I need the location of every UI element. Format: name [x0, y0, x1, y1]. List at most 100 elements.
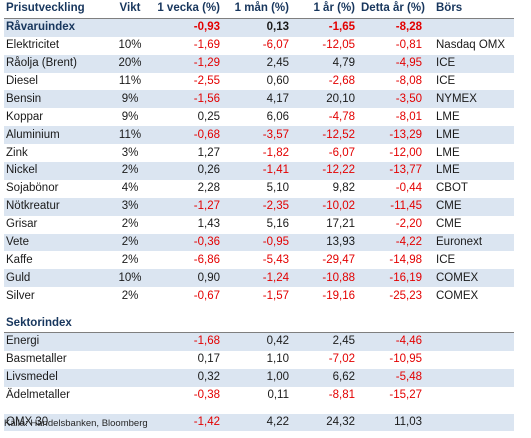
- commodity-price-table: Prisutveckling Vikt 1 vecka (%) 1 mån (%…: [4, 0, 514, 432]
- table-row: Aluminium 11% -0,68 -3,57 -12,52 -13,29 LME: [4, 126, 514, 145]
- table-row: Sojabönor 4% 2,28 5,10 9,82 -0,44 CBOT: [4, 180, 514, 198]
- spacer-row: [4, 405, 514, 414]
- spacer-cell: [359, 305, 426, 314]
- table-row: Silver 2% -0,67 -1,57 -19,16 -25,23 COMEX: [4, 287, 514, 305]
- sector-vikt-empty: [107, 351, 153, 369]
- commodity-week: -1,69: [193, 39, 220, 52]
- commodity-year: 17,21: [326, 218, 355, 231]
- commodity-vikt: 2%: [121, 218, 139, 231]
- commodity-month: -1,24: [224, 269, 293, 288]
- header-month: 1 mån (%): [224, 0, 293, 19]
- commodity-ytd: -14,98: [389, 253, 422, 266]
- omx-month: 4,22: [224, 413, 293, 432]
- sector-year: 6,62: [293, 368, 359, 387]
- commodity-week: -1,27: [153, 197, 224, 216]
- commodity-vikt: 9%: [121, 110, 139, 123]
- header-vikt: Vikt: [107, 0, 153, 19]
- index-row: Råvaruindex -0,93 0,13 -1,65 -8,28: [4, 18, 514, 37]
- commodity-vikt: 11%: [118, 75, 142, 87]
- commodity-week: 0,25: [197, 110, 220, 123]
- commodity-name: Silver: [6, 289, 35, 302]
- commodity-ytd: -25,23: [389, 289, 422, 302]
- commodity-month: -6,07: [262, 39, 289, 52]
- sector-header-empty: [107, 314, 153, 334]
- commodity-ytd: -8,08: [395, 75, 422, 87]
- sector-vikt-empty: [107, 387, 153, 405]
- commodity-ytd: -8,01: [395, 110, 422, 123]
- commodity-ytd: -0,44: [395, 182, 422, 195]
- commodity-month: 2,45: [224, 54, 293, 73]
- commodity-week: 0,90: [153, 269, 224, 288]
- spacer-cell: [224, 405, 293, 414]
- commodity-week: -1,56: [153, 90, 224, 109]
- spacer-cell: [107, 305, 153, 314]
- source-note: Källa: Handelsbanken, Bloomberg: [4, 418, 148, 429]
- commodity-week: 2,28: [197, 182, 220, 195]
- spacer-cell: [293, 305, 359, 314]
- sector-month: 0,11: [267, 389, 289, 402]
- sector-year: -7,02: [328, 353, 355, 366]
- commodity-name: Vete: [4, 233, 107, 252]
- commodity-exchange: ICE: [436, 75, 456, 87]
- sector-header-row: Sektorindex: [4, 314, 514, 334]
- sector-ytd: -4,46: [359, 332, 426, 351]
- sector-year: -8,81: [328, 389, 355, 402]
- table-row: Nötkreatur 3% -1,27 -2,35 -10,02 -11,45 CME: [4, 197, 514, 216]
- commodity-name: Guld: [4, 269, 107, 288]
- sector-header-empty: [359, 314, 426, 334]
- commodity-month: -2,35: [224, 197, 293, 216]
- table-row: Bensin 9% -1,56 4,17 20,10 -3,50 NYMEX: [4, 90, 514, 109]
- sector-header-empty: [224, 314, 293, 334]
- index-ytd: -8,28: [359, 18, 426, 37]
- commodity-vikt: 2%: [121, 289, 139, 302]
- sector-name: Energi: [4, 332, 107, 351]
- omx-year: 24,32: [293, 413, 359, 432]
- commodity-month: 5,10: [266, 182, 289, 195]
- commodity-vikt: 9%: [107, 90, 153, 109]
- table-row: Guld 10% 0,90 -1,24 -10,88 -16,19 COMEX: [4, 269, 514, 288]
- commodity-week: -0,36: [153, 233, 224, 252]
- sector-vikt-empty: [107, 332, 153, 351]
- commodity-name: Råolja (Brent): [4, 54, 107, 73]
- commodity-year: -10,02: [293, 197, 359, 216]
- table-row: Grisar 2% 1,43 5,16 17,21 -2,20 CME: [4, 216, 514, 234]
- omx-vikt-empty: [107, 413, 153, 432]
- commodity-year: 13,93: [293, 233, 359, 252]
- commodity-exchange: CME: [436, 218, 462, 231]
- commodity-name: Bensin: [4, 90, 107, 109]
- omx-name: OMX 30: [4, 413, 107, 432]
- commodity-year: -10,88: [293, 269, 359, 288]
- table-row: Koppar 9% 0,25 6,06 -4,78 -8,01 LME: [4, 108, 514, 126]
- commodity-year: -12,22: [293, 162, 359, 180]
- commodity-exchange: COMEX: [426, 269, 514, 288]
- commodity-name: Kaffe: [6, 253, 33, 266]
- table-header-row: Prisutveckling Vikt 1 vecka (%) 1 mån (%…: [4, 0, 514, 19]
- commodity-name: Nickel: [4, 162, 107, 180]
- commodity-name: Grisar: [6, 218, 38, 231]
- index-year: -1,65: [293, 18, 359, 37]
- commodity-vikt: 10%: [118, 39, 142, 52]
- commodity-month: 0,60: [266, 75, 289, 87]
- sector-exchange-empty: [426, 332, 514, 351]
- commodity-vikt: 11%: [107, 126, 153, 145]
- sector-week: 0,17: [197, 353, 220, 366]
- sector-vikt-empty: [107, 368, 153, 387]
- commodity-year: 9,82: [332, 182, 355, 195]
- sector-exchange-empty: [426, 368, 514, 387]
- commodity-month: -1,82: [262, 146, 289, 159]
- omx-week: -1,42: [153, 413, 224, 432]
- index-vikt-empty: [107, 18, 153, 37]
- commodity-ytd: -13,77: [359, 162, 426, 180]
- commodity-year: -6,07: [328, 146, 355, 159]
- sector-year: 2,45: [293, 332, 359, 351]
- commodity-ytd: -2,20: [395, 218, 422, 231]
- table-row: Diesel 11% -2,55 0,60 -2,68 -8,08 ICE: [4, 73, 514, 91]
- spacer-cell: [293, 405, 359, 414]
- commodity-month: 5,16: [266, 218, 289, 231]
- commodity-week: -1,29: [153, 54, 224, 73]
- header-week: 1 vecka (%): [153, 0, 224, 19]
- commodity-ytd: -4,22: [359, 233, 426, 252]
- sector-name: Basmetaller: [6, 353, 67, 366]
- commodity-vikt: 10%: [107, 269, 153, 288]
- commodity-exchange: LME: [436, 146, 460, 159]
